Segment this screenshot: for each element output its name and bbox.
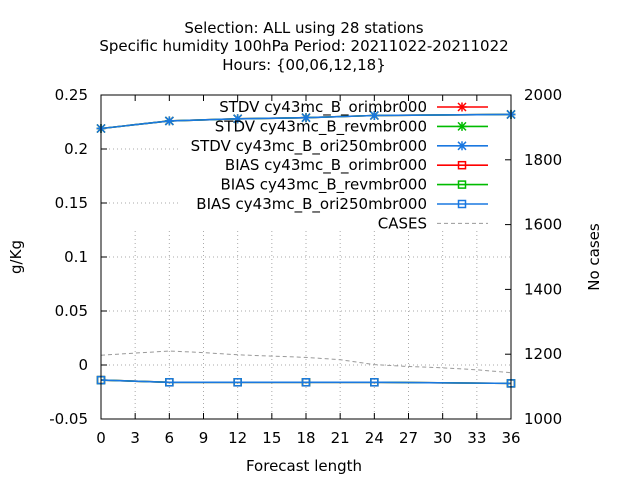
y2-tick-label: 1800	[524, 151, 562, 169]
legend-label: STDV cy43mc_B_orimbr000	[219, 98, 427, 117]
title-line-1: Selection: ALL using 28 stations	[184, 19, 423, 37]
x-tick-label: 24	[365, 429, 384, 447]
series-layer	[96, 109, 516, 388]
series-point-2	[369, 110, 379, 121]
x-axis-label: Forecast length	[246, 457, 362, 475]
legend-label: BIAS cy43mc_B_revmbr000	[221, 176, 428, 195]
x-tick-label: 15	[262, 429, 281, 447]
y2-tick-label: 1400	[524, 280, 562, 298]
series-point-5	[233, 378, 242, 387]
series-point-2	[301, 113, 311, 123]
title-line-3: Hours: {00,06,12,18}	[222, 56, 386, 74]
x-tick-label: 21	[331, 429, 350, 447]
legend-marker	[457, 121, 467, 131]
series-line-2	[100, 113, 512, 130]
x-tick-label: 6	[165, 429, 175, 447]
x-tick-label: 12	[228, 429, 247, 447]
x-tick-label: 27	[399, 429, 418, 447]
legend-label: BIAS cy43mc_B_ori250mbr000	[196, 195, 427, 214]
legend-marker	[457, 102, 467, 112]
legend-marker	[457, 160, 467, 170]
y-tick-label: 0	[78, 356, 88, 374]
series-line-6	[100, 350, 512, 374]
series-point-2	[164, 116, 174, 126]
title-line-2: Specific humidity 100hPa Period: 2021102…	[99, 37, 508, 55]
series-point-5	[165, 378, 174, 387]
x-tick-label: 33	[467, 429, 486, 447]
series-point-5	[301, 378, 311, 387]
legend-marker	[457, 141, 467, 151]
ticks: 0 3 6 9 12 15 18 21 24 27 30 33 36-0.0500.050.10.150…	[49, 86, 562, 447]
legend-marker	[457, 180, 467, 189]
y2-tick-label: 1000	[524, 410, 562, 428]
y2-tick-label: 1200	[524, 345, 562, 363]
y2-axis-label: No cases	[585, 223, 603, 291]
y-tick-label: 0.1	[64, 248, 88, 266]
x-tick-label: 18	[296, 429, 315, 447]
y-tick-label: 0.15	[55, 194, 88, 212]
x-tick-label: 30	[433, 429, 452, 447]
series-line-5	[100, 379, 512, 385]
x-tick-label: 9	[199, 429, 209, 447]
legend-label: STDV cy43mc_B_revmbr000	[215, 117, 427, 136]
y-tick-label: -0.05	[49, 410, 88, 428]
legend-marker	[457, 199, 467, 209]
chart-title: Selection: ALL using 28 stations Specifi…	[99, 19, 508, 74]
y-tick-label: 0.2	[64, 140, 88, 158]
series-point-5	[370, 378, 379, 387]
legend-label: BIAS cy43mc_B_orimbr000	[225, 156, 427, 175]
y2-tick-label: 1600	[524, 216, 562, 234]
legend-label: STDV cy43mc_B_ori250mbr000	[191, 137, 427, 156]
grid	[101, 148, 511, 419]
x-tick-label: 36	[501, 429, 520, 447]
x-tick-label: 0	[96, 429, 106, 447]
y-tick-label: 0.25	[55, 86, 88, 104]
y-axis-label: g/Kg	[7, 240, 25, 274]
legend-label: CASES	[378, 214, 427, 232]
y2-tick-label: 2000	[524, 86, 562, 104]
series-point-2	[233, 114, 243, 124]
x-tick-label: 3	[130, 429, 140, 447]
y-tick-label: 0.05	[55, 302, 88, 320]
